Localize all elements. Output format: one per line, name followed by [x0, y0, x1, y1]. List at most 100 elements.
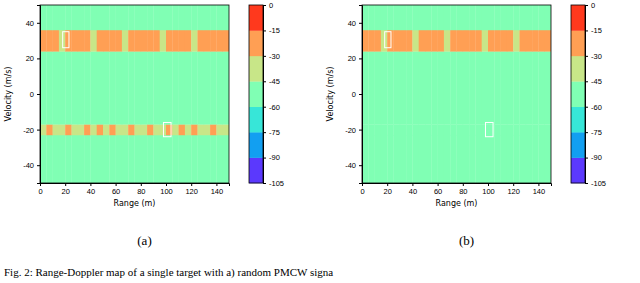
heatmap-cell	[78, 135, 85, 183]
heatmap-cell	[520, 5, 527, 30]
heatmap-cell	[103, 135, 110, 183]
heatmap-cell	[72, 51, 79, 124]
x-axis-title: Range (m)	[436, 199, 478, 208]
x-tick-label: 0	[360, 187, 364, 196]
panel-label: (b)	[459, 233, 474, 248]
heatmap-cell	[135, 30, 142, 52]
heatmap-cell	[78, 51, 85, 124]
y-axis-line	[37, 6, 41, 184]
heatmap-cell	[198, 30, 205, 52]
y-axis-title: Velocity (m/s)	[326, 67, 335, 122]
heatmap-cell	[128, 5, 135, 30]
heatmap-cell	[488, 124, 495, 135]
y-tick: -40	[345, 161, 362, 170]
y-tick: 0	[352, 90, 362, 99]
heatmap-cell	[53, 135, 60, 183]
plot-area	[362, 5, 551, 183]
heatmap-cell	[97, 5, 104, 30]
heatmap-cell	[179, 30, 186, 52]
heatmap-cell	[204, 30, 211, 52]
heatmap-cell	[532, 124, 539, 135]
heatmap-cell	[406, 5, 413, 30]
colorbar-tick-mark	[585, 132, 588, 133]
colorbar-band	[249, 158, 263, 184]
heatmap-cell	[59, 124, 66, 135]
heatmap-cell	[381, 5, 388, 30]
heatmap-cell	[381, 135, 388, 183]
colorbar-tick-label: -75	[269, 128, 280, 137]
heatmap-cell	[122, 135, 129, 183]
colorbar-tick: -15	[263, 26, 280, 35]
colorbar-axis: -105-90-75-60-45-30-150	[585, 1, 606, 188]
colorbar-tick-mark	[585, 30, 588, 31]
heatmap-cell	[210, 30, 217, 52]
heatmap-cell	[198, 51, 205, 124]
x-tick: 80	[137, 183, 145, 196]
heatmap-cell	[513, 5, 520, 30]
colorbar-tick: -60	[263, 103, 280, 112]
heatmap-cell	[128, 135, 135, 183]
x-tick-mark	[438, 183, 439, 186]
heatmap-cell	[147, 135, 154, 183]
heatmap-cell	[84, 135, 91, 183]
y-tick-mark	[37, 94, 40, 95]
heatmap-cell	[46, 124, 53, 135]
heatmap-cell	[216, 5, 223, 30]
heatmap-cell	[116, 30, 123, 52]
colorbar-tick-label: -60	[591, 103, 602, 112]
colorbar-tick-label: -30	[591, 52, 602, 61]
x-axis-line	[363, 184, 552, 187]
heatmap-cell	[438, 51, 445, 124]
heatmap-cell	[166, 135, 173, 183]
heatmap-cell	[482, 30, 489, 52]
heatmap-cell	[59, 5, 66, 30]
colorbar-tick: -45	[585, 77, 602, 86]
colorbar-band	[249, 30, 263, 56]
heatmap-cell	[381, 51, 388, 124]
heatmap-cell	[444, 30, 451, 52]
heatmap-cell	[425, 124, 432, 135]
heatmap-cell	[166, 124, 173, 135]
heatmap-cell	[444, 51, 451, 124]
x-tick: 20	[384, 183, 392, 196]
heatmap-cell	[507, 5, 514, 30]
heatmap-cell	[147, 30, 154, 52]
heatmap-cell	[394, 30, 401, 52]
heatmap-cell	[431, 51, 438, 124]
heatmap-cell	[128, 30, 135, 52]
heatmap-cell	[475, 5, 482, 30]
heatmap-cell	[532, 5, 539, 30]
heatmap-cell	[109, 30, 116, 52]
colorbar-tick-label: -45	[269, 77, 280, 86]
x-tick-mark	[488, 183, 489, 186]
heatmap-cell	[97, 30, 104, 52]
heatmap-cell	[179, 51, 186, 124]
heatmap-cell	[545, 51, 551, 124]
heatmap-cell	[191, 30, 198, 52]
colorbar-tick-mark	[585, 5, 588, 6]
heatmap-cell	[412, 124, 419, 135]
caption: Fig. 2: Range-Doppler map of a single ta…	[4, 266, 333, 279]
colorbar-tick: -60	[585, 103, 602, 112]
heatmap-cell	[469, 30, 476, 52]
heatmap-cell	[412, 135, 419, 183]
heatmap-cell	[65, 124, 72, 135]
heatmap-cell	[469, 5, 476, 30]
colorbar-band	[249, 81, 263, 107]
colorbar-band	[249, 132, 263, 158]
y-tick: 20	[26, 54, 40, 63]
y-tick-label: 40	[26, 19, 34, 28]
colorbar-tick-label: 0	[269, 1, 273, 10]
y-tick-label: 40	[348, 19, 356, 28]
heatmap-cell	[46, 135, 53, 183]
x-tick-label: 140	[533, 187, 546, 196]
heatmap-cell	[97, 124, 104, 135]
y-tick-label: -20	[23, 126, 34, 135]
colorbar-band	[571, 30, 585, 56]
heatmap-cell	[368, 124, 375, 135]
heatmap-cell	[501, 5, 508, 30]
y-tick-mark	[359, 94, 362, 95]
heatmap-cell	[141, 124, 148, 135]
heatmap-cell	[469, 135, 476, 183]
heatmap-cell	[204, 124, 211, 135]
